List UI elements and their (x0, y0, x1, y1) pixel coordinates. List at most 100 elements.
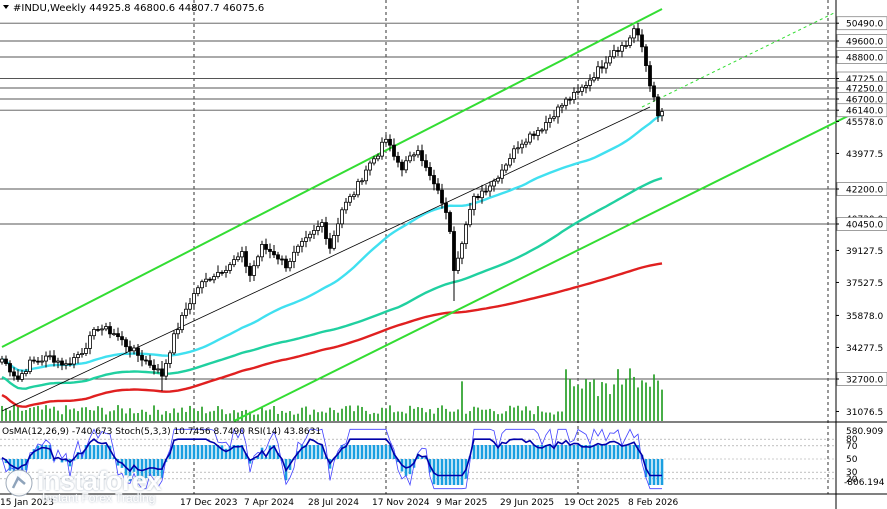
candle-up (540, 129, 544, 132)
candle-down (440, 189, 444, 204)
osma-bar (244, 453, 248, 459)
osma-bar (200, 445, 204, 459)
candle-up (592, 77, 596, 81)
candle-up (196, 287, 200, 294)
candle-down (244, 251, 248, 267)
osma-bar (576, 445, 580, 459)
osma-bar (336, 452, 340, 459)
candle-up (588, 79, 592, 86)
candle-up (464, 224, 468, 245)
candle-up (564, 98, 568, 106)
candle-up (412, 154, 416, 157)
osma-bar (512, 445, 516, 459)
osma-bar (188, 445, 192, 459)
indicator-label: OsMA(12,26,9) -740.673 Stoch(5,3,3) 10.7… (2, 427, 321, 437)
osma-bar (504, 445, 508, 459)
osma-bar (380, 445, 384, 459)
osma-bar (300, 445, 304, 459)
candle-down (136, 347, 140, 356)
price-tick-label: 39127.5 (846, 247, 883, 257)
candle-down (144, 359, 148, 362)
candle-down (116, 333, 120, 338)
candle-down (276, 254, 280, 260)
candle-down (532, 133, 536, 136)
osma-bar (72, 459, 76, 461)
osma-bar (112, 457, 116, 459)
price-tick-label: 48800.0 (846, 54, 883, 64)
time-tick-label: 29 Jun 2025 (500, 498, 554, 508)
price-tick-label: 43977.5 (846, 150, 883, 160)
watermark-tagline: Instant Forex Trading (42, 491, 156, 505)
osma-bar (580, 445, 584, 459)
candle-down (68, 363, 72, 366)
osma-bar (352, 445, 356, 459)
osma-bar (492, 445, 496, 459)
candle-up (480, 190, 484, 199)
candle-down (648, 65, 652, 87)
candle-up (256, 256, 260, 267)
osma-bar (316, 445, 320, 459)
candle-up (348, 196, 352, 203)
candle-down (208, 278, 212, 281)
osma-bar (372, 445, 376, 459)
osma-bar (516, 445, 520, 459)
candle-up (104, 326, 108, 330)
candle-up (204, 278, 208, 283)
osma-bar (452, 459, 456, 485)
osma-bar (476, 445, 480, 459)
osma-bar (592, 445, 596, 459)
candle-down (328, 238, 332, 249)
instaforex-logo-icon (5, 469, 33, 497)
osma-bar (356, 445, 360, 459)
osma-bar (236, 445, 240, 459)
osma-bar (376, 445, 380, 459)
candle-up (368, 162, 372, 171)
osma-bar (252, 459, 256, 460)
osma-bar (508, 445, 512, 459)
candle-down (264, 244, 268, 250)
candle-up (64, 363, 68, 366)
candle-up (376, 155, 380, 160)
price-tick-label: 47250.0 (846, 85, 883, 95)
osma-bar (48, 445, 52, 459)
candle-up (472, 195, 476, 210)
osma-bar (196, 445, 200, 459)
osma-bar (44, 445, 48, 459)
candle-down (636, 28, 640, 36)
candle-up (360, 180, 364, 183)
osma-bar (560, 445, 564, 459)
osma-bar (88, 445, 92, 459)
osma-bar (296, 451, 300, 459)
osma-bar (624, 445, 628, 459)
osma-bar (648, 459, 652, 485)
chart-header: #INDU,Weekly 44925.8 46800.6 44807.7 460… (13, 3, 264, 14)
candle-down (128, 346, 132, 352)
time-tick-label: 19 Oct 2025 (564, 498, 620, 508)
osma-bar (220, 445, 224, 459)
price-tick-label: 47725.0 (846, 75, 883, 85)
osma-bar (520, 445, 524, 459)
indicator-level-label: 80 (846, 435, 858, 445)
candle-up (316, 226, 320, 231)
price-tick-label: 40450.0 (846, 221, 883, 231)
candle-down (12, 371, 16, 377)
candle-down (4, 358, 8, 364)
time-tick-label: 17 Nov 2024 (372, 498, 430, 508)
osma-bar (568, 445, 572, 459)
ma-200-line (1, 262, 663, 408)
candle-up (88, 335, 92, 349)
osma-bar (208, 445, 212, 459)
candle-up (164, 363, 168, 377)
osma-bar (588, 445, 592, 459)
candle-up (548, 117, 552, 123)
osma-bar (276, 452, 280, 459)
candle-down (420, 150, 424, 162)
osma-bar (636, 445, 640, 459)
indicator-level-label: 20 (846, 475, 858, 485)
osma-bar (620, 445, 624, 459)
osma-bar (228, 445, 232, 459)
candle-up (228, 264, 232, 271)
candle-up (576, 90, 580, 93)
channel-lower-line (233, 114, 851, 422)
osma-bar (656, 459, 660, 485)
